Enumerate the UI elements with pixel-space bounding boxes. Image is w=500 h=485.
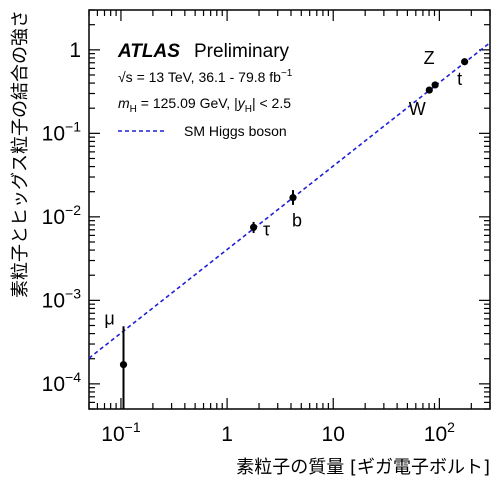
point-label: μ bbox=[104, 309, 114, 329]
data-point bbox=[431, 81, 439, 89]
legend-sm-label: SM Higgs boson bbox=[184, 123, 287, 139]
y-tick-label: 10−3 bbox=[42, 285, 82, 312]
data-point bbox=[249, 223, 258, 231]
y-axis-tick-labels: 10−4 10−3 10−2 10−1 1 bbox=[42, 39, 82, 396]
point-label: τ bbox=[263, 219, 270, 239]
y-tick-label: 10−1 bbox=[42, 118, 82, 145]
y-tick-label: 10−4 bbox=[42, 369, 82, 396]
x-axis-ticks bbox=[88, 10, 491, 409]
x-tick-label: 10 bbox=[322, 423, 345, 446]
point-label: b bbox=[292, 211, 302, 231]
y-axis-ticks bbox=[89, 9, 490, 410]
x-tick-label: 1 bbox=[221, 423, 233, 446]
legend: ATLAS Preliminary √s = 13 TeV, 36.1 - 79… bbox=[117, 41, 293, 139]
point-label: W bbox=[409, 99, 426, 119]
status-label: Preliminary bbox=[194, 41, 290, 62]
data-point bbox=[119, 361, 128, 369]
energy-lumi-text: √s = 13 TeV, 36.1 - 79.8 fb−1 bbox=[118, 68, 293, 85]
data-point bbox=[461, 58, 469, 66]
sm-higgs-reference-line bbox=[88, 42, 491, 359]
data-point bbox=[425, 86, 433, 94]
point-label: Z bbox=[424, 48, 435, 68]
data-points: μ τ b W Zt bbox=[104, 48, 469, 409]
plot-frame bbox=[88, 9, 491, 410]
y-axis-title: 素粒子とヒッグス粒子の結合の強さ bbox=[10, 10, 31, 298]
x-tick-label: 102 bbox=[424, 419, 455, 446]
y-tick-label: 1 bbox=[69, 39, 81, 62]
x-axis-title: 素粒子の質量 [ギガ電子ボルト] bbox=[236, 457, 490, 478]
higgs-mass-text: mH = 125.09 GeV, |yH| < 2.5 bbox=[118, 95, 291, 115]
x-tick-label: 10−1 bbox=[101, 419, 141, 446]
experiment-label: ATLAS bbox=[117, 41, 180, 62]
data-point bbox=[289, 194, 297, 202]
point-label: t bbox=[457, 69, 462, 89]
y-tick-label: 10−2 bbox=[42, 202, 82, 229]
x-axis-tick-labels: 10−1 1 10 102 bbox=[101, 419, 455, 446]
